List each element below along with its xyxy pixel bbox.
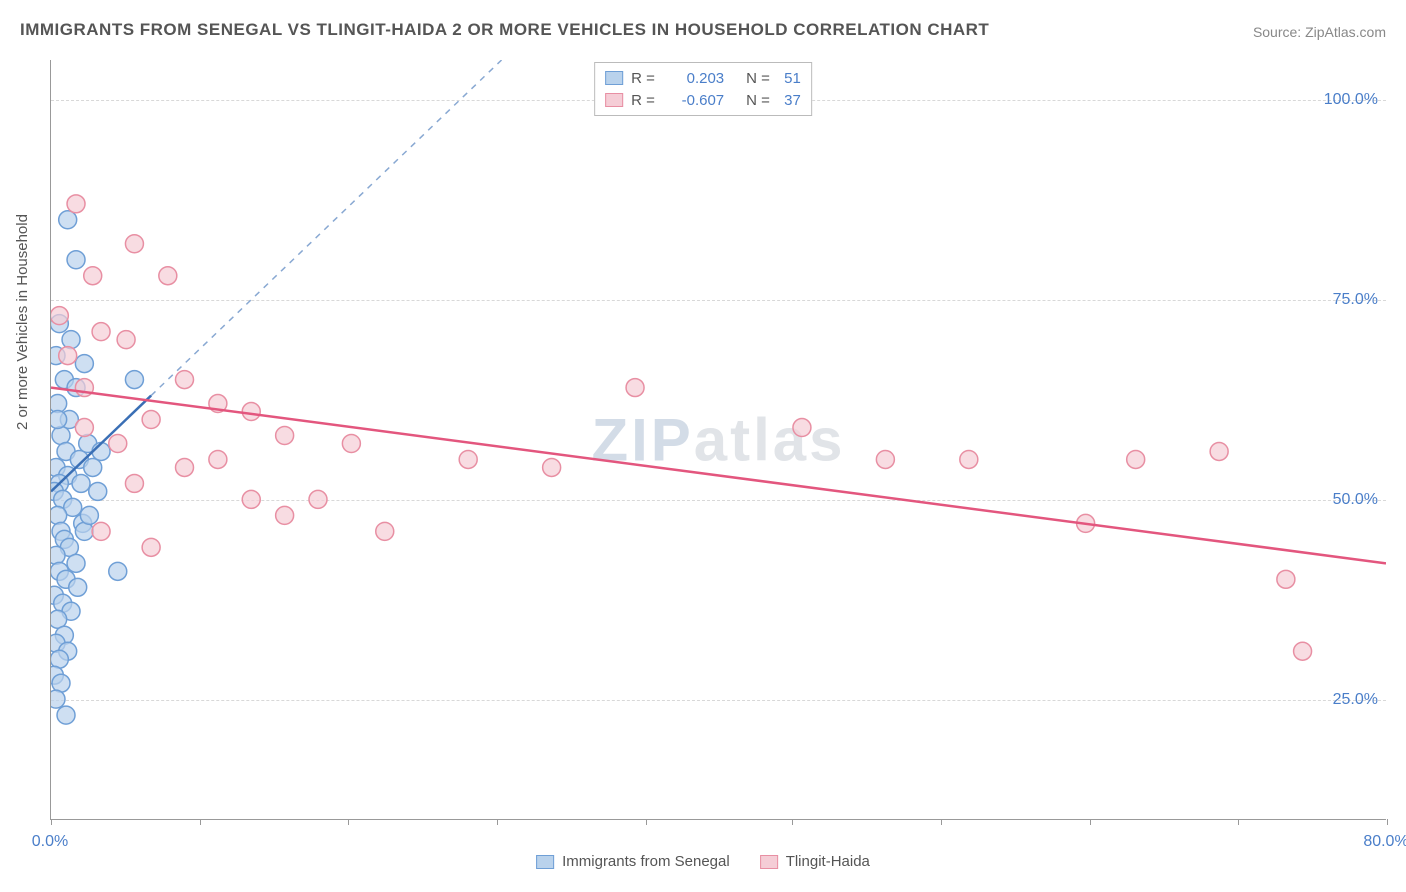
- legend-item: Tlingit-Haida: [760, 853, 870, 870]
- source-label: Source: ZipAtlas.com: [1253, 24, 1386, 40]
- series-legend: Immigrants from Senegal Tlingit-Haida: [536, 853, 870, 870]
- r-value: -0.607: [669, 92, 724, 109]
- x-tick-label: 0.0%: [32, 833, 68, 851]
- legend-label: Tlingit-Haida: [786, 853, 870, 870]
- legend-label: Immigrants from Senegal: [562, 853, 730, 870]
- legend-swatch-icon: [760, 855, 778, 869]
- r-label: R =: [631, 92, 661, 109]
- n-label: N =: [746, 70, 776, 87]
- legend-swatch-icon: [605, 93, 623, 107]
- correlation-legend: R = 0.203 N = 51 R = -0.607 N = 37: [594, 62, 812, 116]
- r-label: R =: [631, 70, 661, 87]
- legend-item: Immigrants from Senegal: [536, 853, 730, 870]
- legend-row: R = 0.203 N = 51: [605, 67, 801, 89]
- n-value: 37: [784, 92, 801, 109]
- n-value: 51: [784, 70, 801, 87]
- y-axis-label: 2 or more Vehicles in Household: [14, 214, 31, 430]
- n-label: N =: [746, 92, 776, 109]
- scatter-chart: [51, 60, 1386, 819]
- legend-swatch-icon: [536, 855, 554, 869]
- legend-swatch-icon: [605, 71, 623, 85]
- r-value: 0.203: [669, 70, 724, 87]
- legend-row: R = -0.607 N = 37: [605, 89, 801, 111]
- plot-area: ZIPatlas 25.0%50.0%75.0%100.0%: [50, 60, 1386, 820]
- chart-title: IMMIGRANTS FROM SENEGAL VS TLINGIT-HAIDA…: [20, 20, 989, 40]
- x-tick-label: 80.0%: [1363, 833, 1406, 851]
